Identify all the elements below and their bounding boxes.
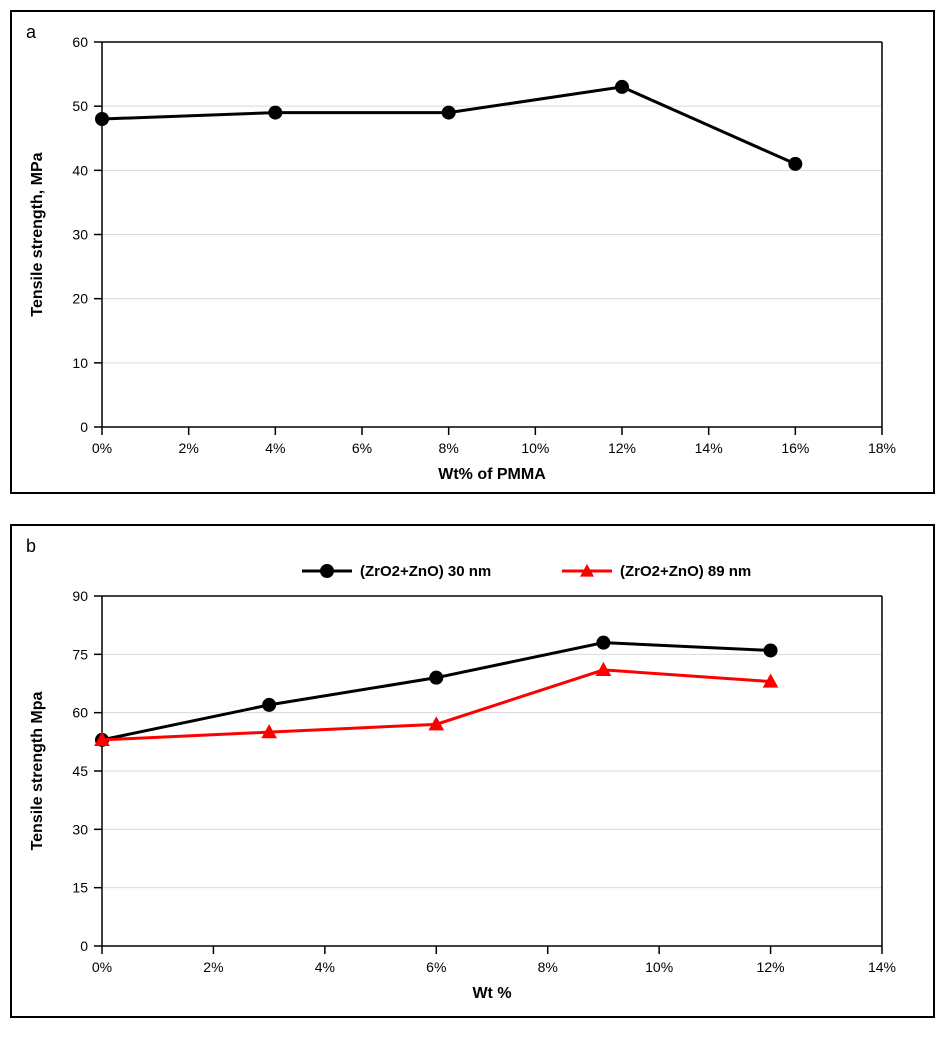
zro2-zno-30nm-marker xyxy=(764,643,778,657)
y-tick-label: 10 xyxy=(72,355,88,371)
x-tick-label: 4% xyxy=(315,959,335,975)
chart-a-panel-label: a xyxy=(26,22,36,43)
chart-a-svg: 0% 2% 4% 6% 8% 10% 12% 14% 16% 18% 0 10 20 30 40 50 60 Wt… xyxy=(12,12,932,492)
chart-a-line-marker xyxy=(788,157,802,171)
x-tick-label: 10% xyxy=(521,440,549,456)
y-tick-label: 30 xyxy=(72,821,88,837)
x-tick-label: 14% xyxy=(695,440,723,456)
y-tick-label: 0 xyxy=(80,938,88,954)
chart-a-line-marker xyxy=(268,106,282,120)
legend-label-zro2-zno-30nm: (ZrO2+ZnO) 30 nm xyxy=(360,563,491,580)
chart-a-line-line xyxy=(102,87,795,164)
x-tick-label: 10% xyxy=(645,959,673,975)
y-axis-title: Tensile strength Mpa xyxy=(29,691,46,850)
chart-b-panel-label: b xyxy=(26,536,36,557)
y-tick-label: 75 xyxy=(72,646,88,662)
x-tick-label: 14% xyxy=(868,959,896,975)
x-tick-label: 6% xyxy=(426,959,446,975)
zro2-zno-30nm-marker xyxy=(596,636,610,650)
legend-label-zro2-zno-89nm: (ZrO2+ZnO) 89 nm xyxy=(620,563,751,580)
x-tick-label: 8% xyxy=(538,959,558,975)
x-tick-label: 12% xyxy=(757,959,785,975)
legend-marker-zro2-zno-30nm xyxy=(320,564,334,578)
chart-a-line-marker xyxy=(442,106,456,120)
y-tick-label: 90 xyxy=(72,588,88,604)
x-tick-label: 0% xyxy=(92,959,112,975)
y-tick-label: 20 xyxy=(72,291,88,307)
x-tick-label: 2% xyxy=(179,440,199,456)
y-tick-label: 45 xyxy=(72,763,88,779)
y-tick-label: 30 xyxy=(72,227,88,243)
x-tick-label: 0% xyxy=(92,440,112,456)
x-axis-title: Wt% of PMMA xyxy=(438,466,546,483)
chart-b-svg: 0% 2% 4% 6% 8% 10% 12% 14% 0 15 30 45 60 75 90 Wt % Tens… xyxy=(12,526,932,1016)
chart-a-line-marker xyxy=(95,112,109,126)
x-tick-label: 8% xyxy=(439,440,459,456)
x-tick-label: 2% xyxy=(203,959,223,975)
x-axis-title: Wt % xyxy=(472,985,511,1002)
x-tick-label: 16% xyxy=(781,440,809,456)
x-tick-label: 18% xyxy=(868,440,896,456)
x-tick-label: 6% xyxy=(352,440,372,456)
y-tick-label: 0 xyxy=(80,419,88,435)
y-tick-label: 40 xyxy=(72,162,88,178)
y-tick-label: 50 xyxy=(72,98,88,114)
y-tick-label: 60 xyxy=(72,705,88,721)
y-tick-label: 60 xyxy=(72,34,88,50)
zro2-zno-30nm-marker xyxy=(429,671,443,685)
chart-b-panel: b 0% 2% 4% 6% 8% 10% 12% 14% 0 15 30 45 60 75 90 Wt % Te… xyxy=(10,524,935,1018)
y-axis-title: Tensile strength, MPa xyxy=(29,152,46,316)
chart-a-line-marker xyxy=(615,80,629,94)
x-tick-label: 4% xyxy=(265,440,285,456)
y-tick-label: 15 xyxy=(72,880,88,896)
zro2-zno-30nm-marker xyxy=(262,698,276,712)
chart-a-panel: a 0% 2% 4% 6% 8% 10% 12% 14% 16% 18% 0 10 20 30 40 50 60… xyxy=(10,10,935,494)
x-tick-label: 12% xyxy=(608,440,636,456)
